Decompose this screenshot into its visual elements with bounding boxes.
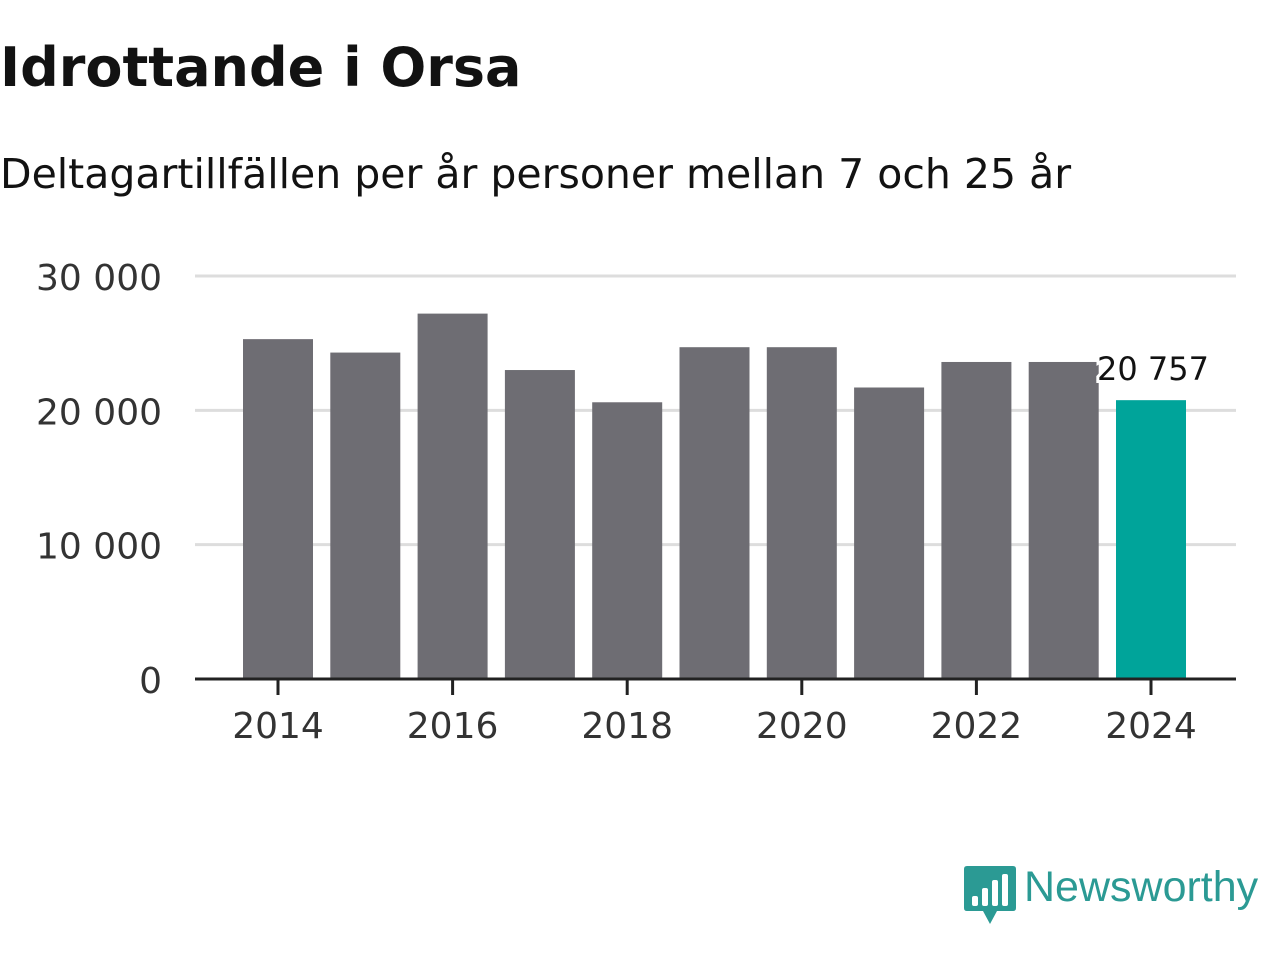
- x-tick-label: 2022: [931, 706, 1023, 747]
- y-tick-label: 10 000: [36, 527, 162, 568]
- x-tick-label: 2020: [756, 706, 848, 747]
- newsworthy-logo-icon: [964, 866, 1016, 924]
- x-tick-label: 2014: [232, 706, 324, 747]
- x-tick-label: 2018: [581, 706, 673, 747]
- y-tick-label: 30 000: [36, 258, 162, 299]
- bar: [504, 370, 575, 679]
- bar: [854, 387, 925, 679]
- bar: [330, 352, 401, 679]
- y-tick-label: 20 000: [36, 392, 162, 433]
- bar: [243, 339, 313, 679]
- newsworthy-brand: Newsworthy: [964, 863, 1259, 926]
- bar: [592, 402, 663, 679]
- chart-subtitle: Deltagartillfällen per år personer mella…: [0, 150, 1072, 198]
- y-tick-label: 0: [139, 661, 162, 702]
- brand-name: Newsworthy: [1024, 863, 1259, 911]
- bar: [766, 347, 837, 679]
- bar: [1028, 361, 1099, 679]
- chart-title: Idrottande i Orsa: [0, 36, 522, 99]
- bar: [417, 313, 488, 679]
- bar-highlight: [1116, 400, 1186, 679]
- x-tick-label: 2024: [1105, 706, 1197, 747]
- bar: [941, 361, 1012, 679]
- data-label: 20 757: [1097, 350, 1209, 388]
- x-tick-label: 2016: [407, 706, 499, 747]
- bar: [679, 347, 750, 679]
- bar-chart: 0 10 000 20 000 30 000 2014 2016 2018 2020 2022 2…: [36, 258, 1236, 747]
